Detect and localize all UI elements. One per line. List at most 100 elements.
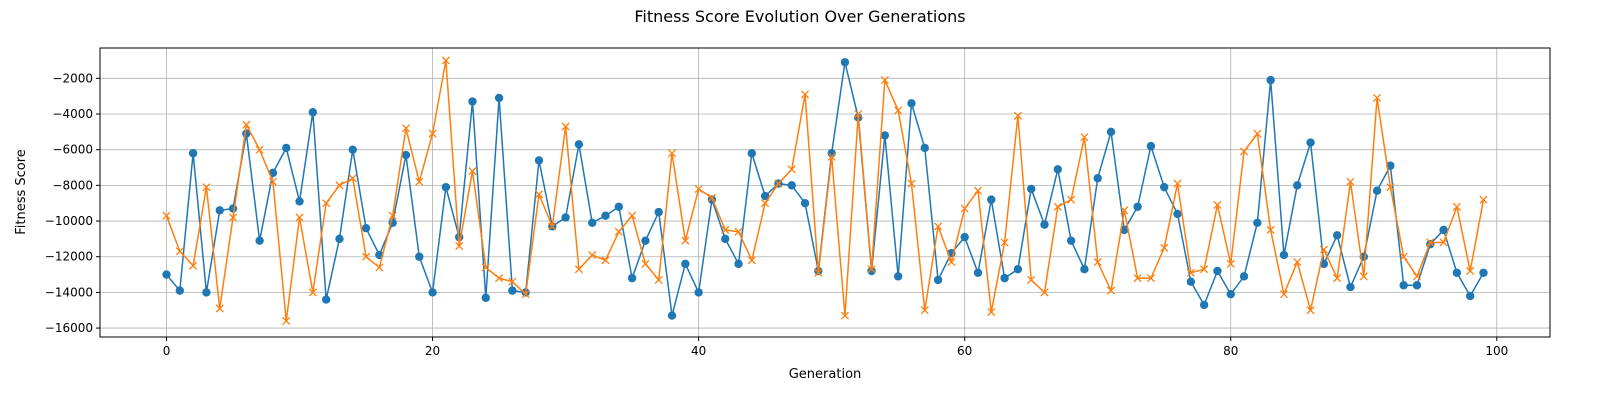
series-1-point: [228, 204, 238, 213]
series-1-point: [1013, 265, 1023, 274]
series-2-point: [1040, 288, 1049, 297]
series-2-point: [628, 211, 637, 220]
series-1-point: [468, 97, 477, 106]
series-1-point: [614, 202, 624, 211]
series-2-point: [894, 106, 903, 115]
chart-title: Fitness Score Evolution Over Generations: [634, 7, 965, 26]
series-1-point: [721, 234, 730, 244]
series-2-point: [920, 306, 929, 315]
series-2-point: [175, 247, 184, 256]
series-1-point: [1040, 220, 1049, 229]
series-1-point: [1000, 273, 1009, 283]
series-2-line: [165, 59, 1485, 322]
series-2-point: [614, 227, 623, 236]
y-tick-label: −8000: [52, 178, 93, 192]
series-1-point: [1239, 272, 1249, 281]
series-1-point: [348, 145, 357, 154]
series-2-point: [441, 56, 450, 65]
series-1-point: [361, 223, 371, 233]
series-1-point: [641, 236, 650, 245]
series-2-point: [1266, 225, 1275, 235]
series-2-point: [1373, 93, 1382, 103]
series-1-point: [534, 156, 544, 165]
series-2-point: [1093, 258, 1102, 267]
series-1-point: [162, 270, 171, 279]
series-1-point: [893, 272, 903, 281]
series-1-point: [1465, 291, 1475, 301]
series-1-point: [1133, 202, 1142, 211]
series-2-point: [282, 316, 291, 326]
series-2-point: [814, 268, 823, 277]
series-1-point: [508, 286, 517, 295]
series-2-point: [481, 263, 490, 272]
series-1-point: [588, 218, 597, 228]
series-1-point: [920, 143, 929, 153]
series-2-point: [322, 199, 331, 208]
series-2-point: [1412, 272, 1422, 281]
series-1-point: [1173, 209, 1182, 219]
series-2-point: [934, 222, 943, 231]
series-1-point: [175, 286, 185, 295]
series-2-point: [1439, 238, 1448, 247]
series-1-point: [694, 288, 703, 297]
series-2-point: [707, 193, 716, 202]
series-1-point: [654, 207, 663, 217]
y-tick-label: −6000: [52, 143, 93, 157]
series-2-point: [880, 76, 889, 85]
series-1-point: [1279, 250, 1289, 260]
series-2-point: [1452, 202, 1461, 211]
series-1-point: [295, 197, 304, 206]
series-2-point: [1186, 268, 1195, 277]
series-2-point: [774, 179, 783, 188]
series-1-point: [494, 93, 504, 103]
x-tick-label: 60: [957, 344, 972, 358]
series-2-point: [1253, 129, 1262, 138]
series-1-point: [1160, 182, 1169, 192]
series-2-point: [255, 145, 264, 154]
series-1-point: [1479, 268, 1488, 277]
series-1-point: [335, 234, 344, 244]
series-2-point: [1160, 243, 1169, 252]
series-1-point: [973, 268, 983, 277]
series-1-point: [1332, 231, 1342, 240]
series-1-point: [1213, 266, 1222, 276]
series-1-point: [561, 213, 570, 222]
series-2-point: [1173, 179, 1182, 188]
series-2-point: [1067, 195, 1076, 204]
series-2-point: [468, 167, 477, 176]
series-2-point: [361, 252, 371, 261]
series-2-point: [1346, 177, 1355, 186]
series-1-point: [760, 191, 770, 201]
series-2-point: [428, 129, 437, 138]
series-2-point: [548, 222, 557, 231]
series-layer: [162, 56, 1488, 326]
series-1-point: [215, 206, 224, 215]
series-2-point: [375, 263, 384, 272]
series-1-point: [1253, 218, 1262, 228]
series-2-point: [800, 90, 810, 99]
series-2-point: [1306, 306, 1315, 315]
series-2-point: [1319, 245, 1328, 254]
series-2-point: [508, 277, 517, 286]
series-2-point: [1146, 274, 1155, 283]
series-2-point: [335, 181, 344, 190]
y-tick-label: −16000: [45, 321, 93, 335]
series-2-point: [907, 179, 916, 188]
series-2-point: [1399, 252, 1408, 261]
series-1-point: [308, 108, 318, 117]
series-1-point: [1346, 282, 1355, 292]
series-1-point: [1386, 161, 1395, 170]
series-1-point: [1026, 184, 1036, 194]
series-2-point: [1279, 290, 1288, 299]
series-1-point: [787, 181, 796, 190]
series-2-point: [401, 124, 411, 133]
series-2-point: [189, 261, 198, 270]
series-1-point: [1066, 236, 1076, 245]
series-2-point: [787, 165, 796, 174]
series-1-point: [1199, 300, 1209, 310]
series-2-point: [228, 213, 238, 222]
x-axis-label: Generation: [789, 367, 862, 382]
series-1-point: [601, 211, 610, 220]
series-2-point: [1106, 286, 1116, 295]
